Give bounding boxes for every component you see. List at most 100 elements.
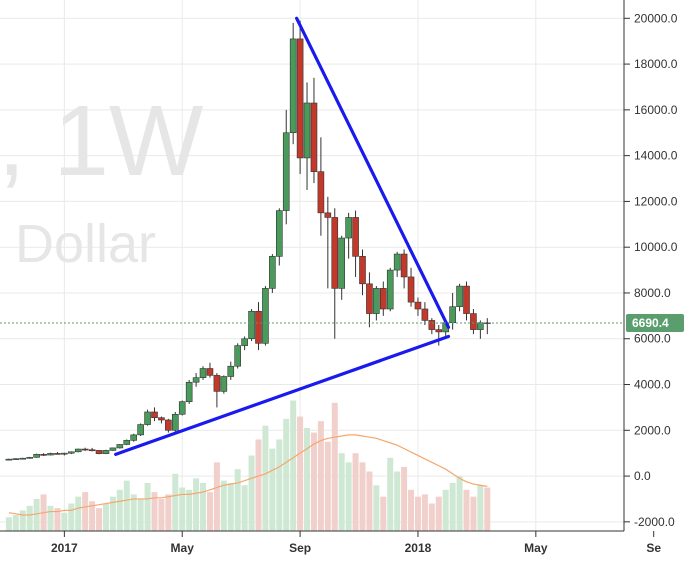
candle-down xyxy=(213,373,221,408)
volume-bar xyxy=(102,503,109,531)
candle-down xyxy=(379,281,387,316)
candle-body xyxy=(40,454,47,456)
candle-body xyxy=(109,447,117,451)
candle-up xyxy=(373,286,380,321)
y-tick-label: 18000.0 xyxy=(634,57,678,71)
volume-bar xyxy=(179,487,186,531)
candle-body xyxy=(61,452,68,455)
y-tick-label: 16000.0 xyxy=(634,103,678,117)
candle-up xyxy=(102,449,110,455)
volume-bar xyxy=(470,496,477,531)
candle-down xyxy=(352,210,359,277)
candle-down xyxy=(81,447,89,451)
candle-up xyxy=(130,433,137,442)
candle-up xyxy=(178,400,186,416)
candle-down xyxy=(88,447,96,452)
candle-body xyxy=(220,376,228,392)
candle-body xyxy=(477,322,484,330)
candle-down xyxy=(95,449,103,455)
volume-bar xyxy=(33,498,40,531)
volume-bar xyxy=(456,476,463,531)
volume-bar xyxy=(255,439,262,531)
candle-body xyxy=(33,454,40,458)
volume-bar xyxy=(26,505,33,531)
candle-body xyxy=(331,217,339,289)
volume-bar xyxy=(165,494,172,531)
y-tick-label: 2000.0 xyxy=(634,423,671,437)
candle-down xyxy=(407,267,415,307)
candle-down xyxy=(400,249,408,289)
candle-body xyxy=(151,411,158,419)
volume-bar xyxy=(345,462,352,531)
candle-body xyxy=(338,237,346,289)
candle-up xyxy=(19,457,27,460)
candle-body xyxy=(227,365,235,377)
candle-body xyxy=(255,310,262,344)
candle-body xyxy=(449,306,456,324)
candle-body xyxy=(95,450,103,454)
volume-bar xyxy=(359,462,366,531)
volume-bar xyxy=(449,482,456,531)
candle-body xyxy=(470,313,477,330)
candle-body xyxy=(234,345,241,367)
volume-bar xyxy=(414,496,421,531)
volume-bar xyxy=(186,489,193,531)
candle-down xyxy=(151,407,158,422)
volume-bar xyxy=(331,402,338,531)
candle-up xyxy=(345,212,352,259)
candle-up xyxy=(262,286,269,346)
candle-down xyxy=(54,452,61,455)
candle-body xyxy=(296,38,304,159)
x-ticks[interactable]: 2017 May Sep 2018 May Se xyxy=(51,531,661,555)
candle-down xyxy=(428,318,436,335)
candle-body xyxy=(379,288,387,310)
candle-body xyxy=(317,171,325,214)
trendline-lower xyxy=(114,334,451,456)
candle-body xyxy=(88,449,96,452)
volume-bar xyxy=(234,469,241,531)
candle-up xyxy=(338,235,346,300)
candle-body xyxy=(393,253,401,271)
y-tick-label: -2000.0 xyxy=(634,515,675,529)
candle-up xyxy=(5,458,13,461)
candle-up xyxy=(282,109,290,225)
volume-bar xyxy=(96,508,103,531)
candle-body xyxy=(81,448,89,451)
candle-body xyxy=(248,310,255,340)
volume-bar xyxy=(248,455,255,531)
volume-bar xyxy=(435,496,442,531)
candle-up xyxy=(220,375,228,394)
candle-body xyxy=(5,458,13,461)
candle-up xyxy=(192,373,200,387)
candle-up xyxy=(269,254,276,293)
candle-body xyxy=(185,381,193,402)
volume-bar xyxy=(484,487,491,531)
candle-body xyxy=(172,413,179,431)
candle-body xyxy=(345,217,352,239)
volume-bar xyxy=(227,482,234,531)
y-ticks[interactable]: 20000.0 18000.0 16000.0 14000.0 12000.0 10000… xyxy=(624,11,678,529)
volume-bar xyxy=(366,471,373,531)
candle-up xyxy=(123,439,131,446)
candle-body xyxy=(386,269,394,310)
volume-bar xyxy=(338,453,345,531)
candle-up xyxy=(449,292,456,330)
y-tick-label: 0.0 xyxy=(634,469,651,483)
volume-bar xyxy=(206,492,213,531)
candle-down xyxy=(165,418,172,433)
candle-up xyxy=(74,448,82,453)
volume-bar xyxy=(193,478,200,531)
candle-down xyxy=(470,308,477,335)
volume-bar xyxy=(283,418,290,531)
candle-body xyxy=(262,288,269,344)
candle-up xyxy=(303,82,311,190)
candle-body xyxy=(407,276,415,303)
x-tick-label: May xyxy=(171,541,195,555)
candle-down xyxy=(331,208,339,339)
volume-bar xyxy=(89,501,96,531)
candle-down xyxy=(366,272,373,328)
candle-body xyxy=(352,217,359,257)
